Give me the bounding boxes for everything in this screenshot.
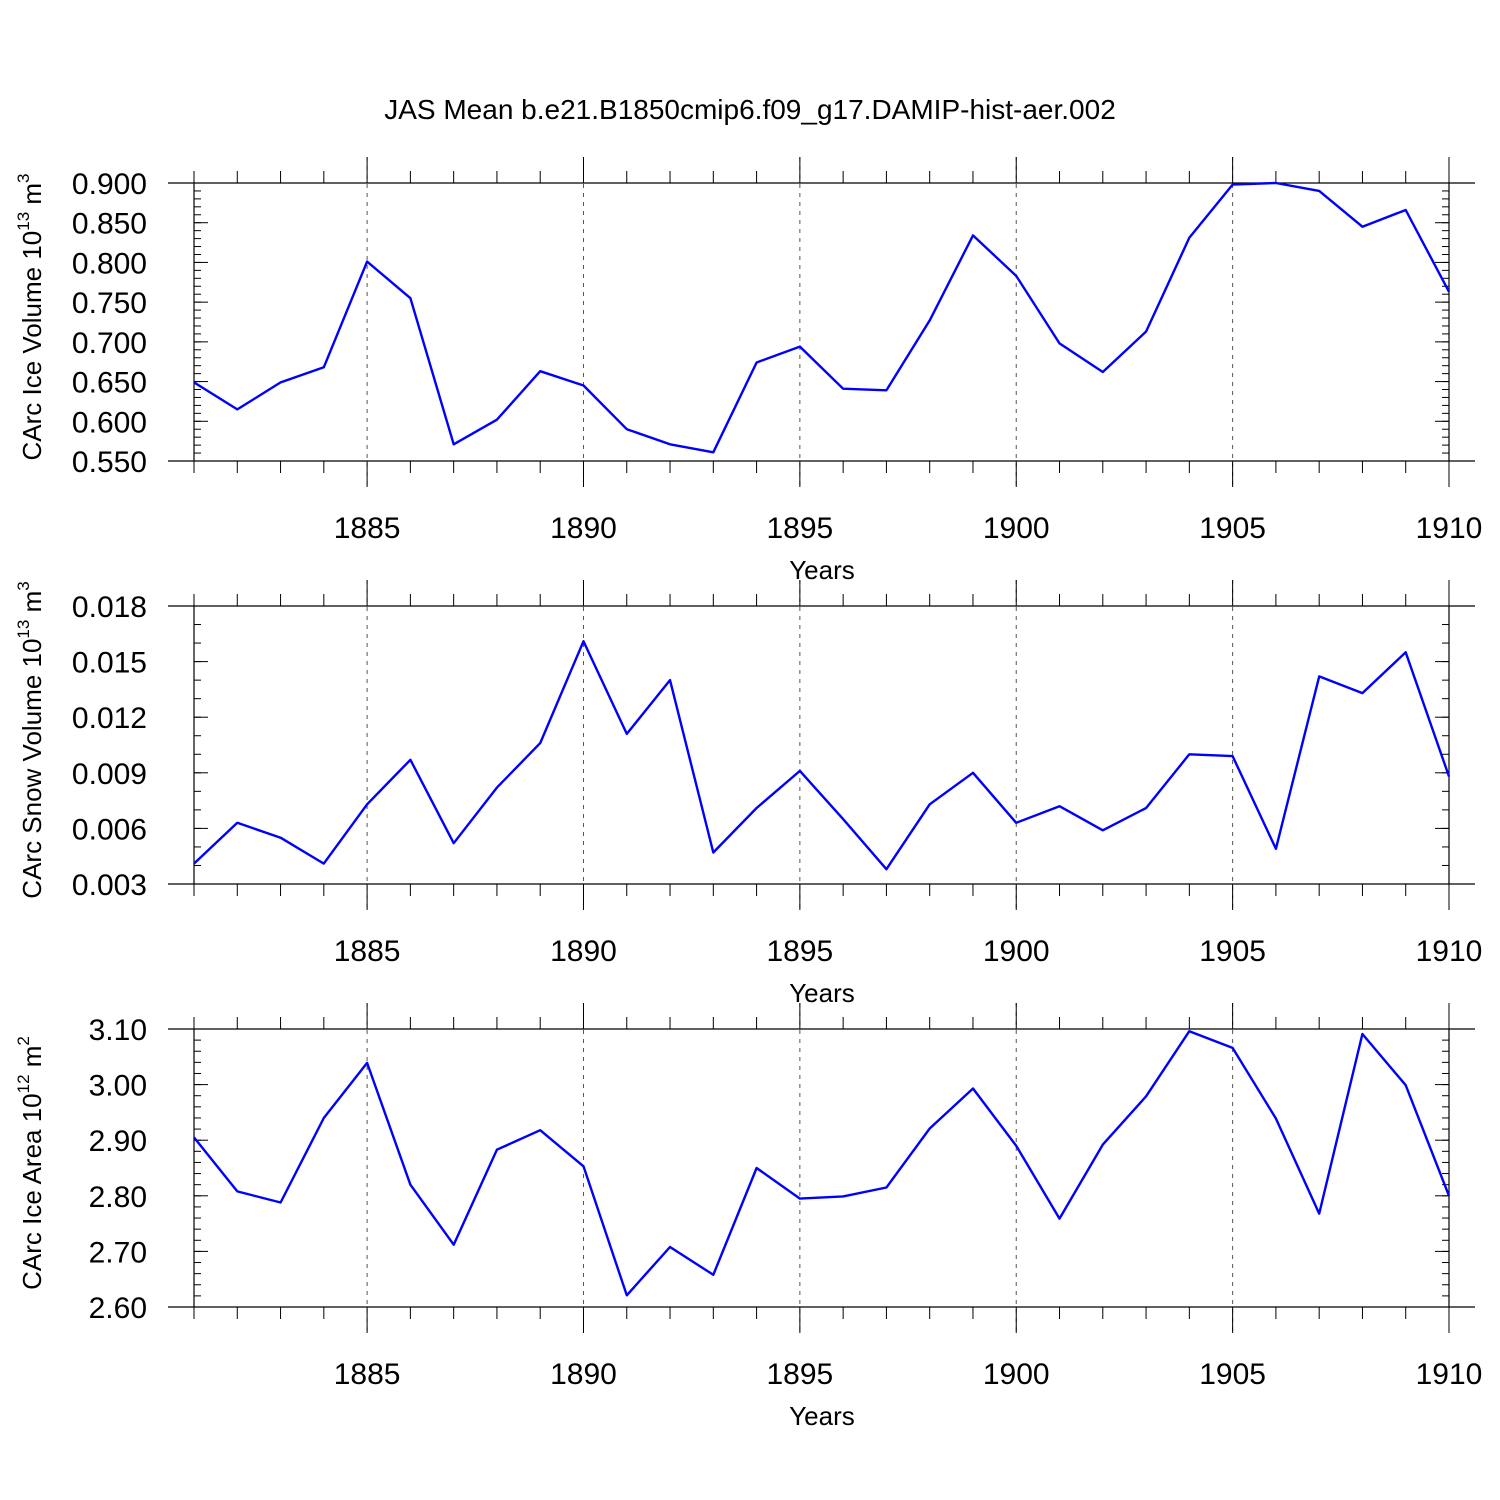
y-axis-title-unit-exponent: 2 bbox=[14, 1036, 33, 1045]
y-axis-title-exponent: 13 bbox=[14, 620, 33, 639]
panel-2: 0.003 0.006 0.009 0.012 0.015 0.018 1885 1890 18… bbox=[14, 580, 1482, 1008]
x-tick-label: 1905 bbox=[1199, 512, 1266, 545]
y-tick-label: 0.750 bbox=[72, 287, 147, 320]
panel-1: 0.550 0.600 0.650 0.700 0.750 0.800 0.850 0.900… bbox=[14, 157, 1482, 585]
y-tick-label: 0.700 bbox=[72, 327, 147, 360]
x-tick-label: 1890 bbox=[550, 935, 617, 968]
y-tick-label: 2.70 bbox=[89, 1236, 147, 1269]
y-tick-label: 3.00 bbox=[89, 1070, 147, 1103]
y-tick-label: 0.018 bbox=[72, 591, 147, 624]
y-axis-title-main: CArc Ice Area 10 bbox=[17, 1093, 47, 1290]
x-axis-title: Years bbox=[789, 978, 855, 1008]
x-tick-label: 1910 bbox=[1416, 512, 1483, 545]
x-tick-label: 1910 bbox=[1416, 1358, 1483, 1391]
y-axis-title-unit-exponent: 3 bbox=[14, 581, 33, 590]
y-axis-title-unit-exponent: 3 bbox=[14, 173, 33, 182]
panels: 0.550 0.600 0.650 0.700 0.750 0.800 0.850 0.900… bbox=[14, 157, 1482, 1431]
y-tick-label: 2.60 bbox=[89, 1292, 147, 1325]
x-tick-label: 1895 bbox=[766, 1358, 833, 1391]
figure-title: JAS Mean b.e21.B1850cmip6.f09_g17.DAMIP-… bbox=[384, 94, 1116, 125]
y-axis-title: CArc Ice Area 1012 m2 bbox=[14, 1036, 47, 1290]
y-axis-title: CArc Ice Volume 1013 m3 bbox=[14, 173, 47, 460]
x-tick-label: 1905 bbox=[1199, 1358, 1266, 1391]
x-tick-label: 1885 bbox=[334, 512, 401, 545]
y-tick-label: 0.009 bbox=[72, 758, 147, 791]
y-tick-label: 0.650 bbox=[72, 367, 147, 400]
y-tick-label: 2.80 bbox=[89, 1181, 147, 1214]
y-axis-title-exponent: 12 bbox=[14, 1074, 33, 1093]
y-tick-label: 0.600 bbox=[72, 406, 147, 439]
y-tick-label: 0.900 bbox=[72, 168, 147, 201]
y-tick-label: 0.550 bbox=[72, 446, 147, 479]
series-line bbox=[193, 640, 1451, 871]
x-tick-label: 1895 bbox=[766, 512, 833, 545]
x-axis-title: Years bbox=[789, 555, 855, 585]
panel-3: 2.60 2.70 2.80 2.90 3.00 3.10 1885 1890 1895 1900… bbox=[14, 1003, 1482, 1431]
y-tick-label: 0.003 bbox=[72, 869, 147, 902]
x-tick-label: 1905 bbox=[1199, 935, 1266, 968]
y-tick-label: 2.90 bbox=[89, 1125, 147, 1158]
y-axis-title-unit: m bbox=[17, 591, 47, 620]
x-axis-title: Years bbox=[789, 1401, 855, 1431]
x-tick-label: 1890 bbox=[550, 1358, 617, 1391]
y-axis-title-unit: m bbox=[17, 183, 47, 212]
x-tick-label: 1900 bbox=[983, 1358, 1050, 1391]
x-tick-label: 1895 bbox=[766, 935, 833, 968]
y-tick-label: 0.012 bbox=[72, 702, 147, 735]
y-axis-title-unit: m bbox=[17, 1046, 47, 1075]
x-tick-label: 1890 bbox=[550, 512, 617, 545]
x-tick-label: 1900 bbox=[983, 935, 1050, 968]
x-tick-label: 1885 bbox=[334, 935, 401, 968]
y-axis-title-exponent: 13 bbox=[14, 212, 33, 231]
x-tick-label: 1910 bbox=[1416, 935, 1483, 968]
series-line bbox=[193, 1029, 1451, 1297]
series-line bbox=[193, 181, 1451, 454]
y-tick-label: 0.850 bbox=[72, 208, 147, 241]
y-axis-title-main: CArc Snow Volume 10 bbox=[17, 639, 47, 899]
y-tick-label: 3.10 bbox=[89, 1014, 147, 1047]
y-axis-title: CArc Snow Volume 1013 m3 bbox=[14, 581, 47, 898]
y-tick-label: 0.006 bbox=[72, 813, 147, 846]
y-tick-label: 0.800 bbox=[72, 247, 147, 280]
x-tick-label: 1885 bbox=[334, 1358, 401, 1391]
y-tick-label: 0.015 bbox=[72, 647, 147, 680]
y-axis-title-main: CArc Ice Volume 10 bbox=[17, 231, 47, 461]
x-tick-label: 1900 bbox=[983, 512, 1050, 545]
